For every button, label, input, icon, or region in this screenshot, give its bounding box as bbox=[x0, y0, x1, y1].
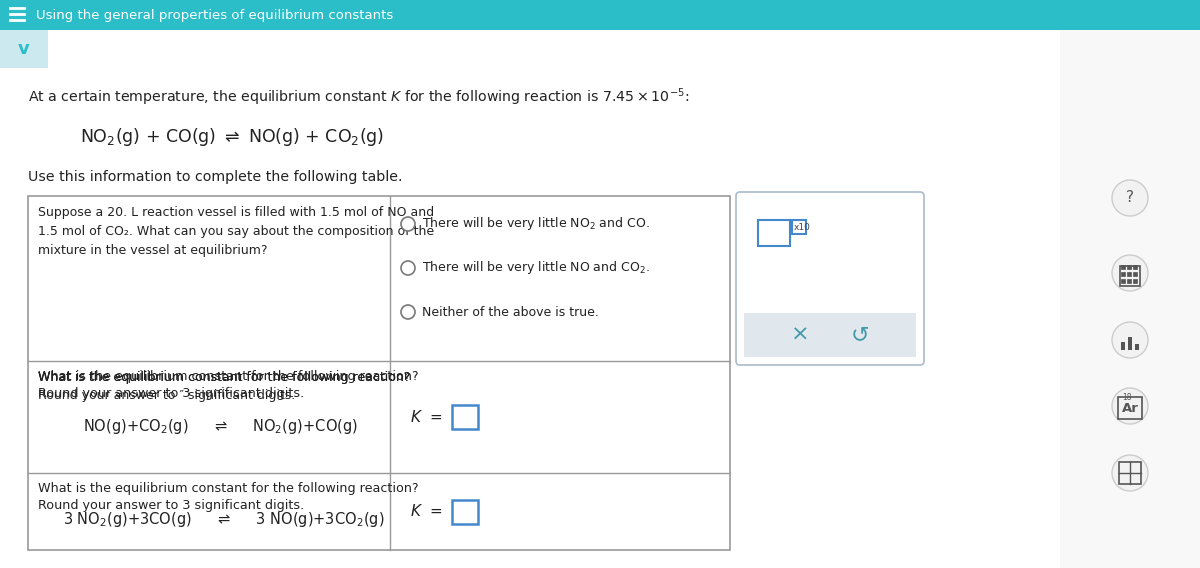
Bar bbox=[1121, 272, 1126, 276]
Text: Using the general properties of equilibrium constants: Using the general properties of equilibr… bbox=[36, 9, 394, 22]
Text: Neither of the above is true.: Neither of the above is true. bbox=[422, 306, 599, 319]
Circle shape bbox=[1112, 180, 1148, 216]
Circle shape bbox=[1112, 388, 1148, 424]
Bar bbox=[1121, 342, 1126, 350]
Text: What is the equilibrium constant for the following reaction?: What is the equilibrium constant for the… bbox=[38, 370, 419, 383]
Circle shape bbox=[401, 305, 415, 319]
Bar bbox=[1121, 279, 1126, 283]
Text: Use this information to complete the following table.: Use this information to complete the fol… bbox=[28, 170, 402, 184]
Bar bbox=[1127, 272, 1132, 276]
Bar bbox=[1118, 397, 1142, 419]
Circle shape bbox=[1112, 455, 1148, 491]
FancyBboxPatch shape bbox=[736, 192, 924, 365]
Bar bbox=[0, 30, 48, 68]
Text: What is the equilibrium constant for the following reaction?: What is the equilibrium constant for the… bbox=[38, 371, 410, 384]
Circle shape bbox=[401, 217, 415, 231]
Bar bbox=[744, 313, 916, 357]
Bar bbox=[1120, 462, 1141, 484]
Bar bbox=[1133, 265, 1138, 269]
Text: At a certain temperature, the equilibrium constant $K$ for the following reactio: At a certain temperature, the equilibriu… bbox=[28, 86, 689, 107]
Circle shape bbox=[401, 261, 415, 275]
Text: ?: ? bbox=[1126, 190, 1134, 206]
Text: Suppose a 20. L reaction vessel is filled with 1.5 mol of NO and
1.5 mol of CO₂.: Suppose a 20. L reaction vessel is fille… bbox=[38, 206, 434, 257]
Bar bbox=[452, 499, 478, 524]
Bar bbox=[1121, 265, 1126, 269]
Bar bbox=[28, 196, 730, 550]
Text: x10: x10 bbox=[794, 223, 811, 232]
Text: Round your answer to 3 significant digits.: Round your answer to 3 significant digit… bbox=[38, 499, 305, 512]
Text: ↺: ↺ bbox=[851, 325, 869, 345]
Bar bbox=[792, 220, 806, 234]
Text: NO(g)+CO$_2$(g)     $\rightleftharpoons$     NO$_2$(g)+CO(g): NO(g)+CO$_2$(g) $\rightleftharpoons$ NO$… bbox=[83, 417, 358, 436]
Text: NO$_2$(g) + CO(g) $\rightleftharpoons$ NO(g) + CO$_2$(g): NO$_2$(g) + CO(g) $\rightleftharpoons$ N… bbox=[80, 126, 384, 148]
Text: Round your answer to ″ significant digits.: Round your answer to ″ significant digit… bbox=[38, 389, 295, 402]
Bar bbox=[1133, 272, 1138, 276]
Bar bbox=[1127, 265, 1132, 269]
Text: ×: × bbox=[791, 325, 809, 345]
Bar bbox=[1133, 279, 1138, 283]
Text: v: v bbox=[18, 40, 30, 58]
Text: Round your answer to 3 significant digits.: Round your answer to 3 significant digit… bbox=[38, 387, 305, 400]
Text: 3 NO$_2$(g)+3CO(g)     $\rightleftharpoons$     3 NO(g)+3CO$_2$(g): 3 NO$_2$(g)+3CO(g) $\rightleftharpoons$ … bbox=[64, 510, 384, 529]
Text: There will be very little NO$_2$ and CO.: There will be very little NO$_2$ and CO. bbox=[422, 215, 649, 232]
Circle shape bbox=[1112, 255, 1148, 291]
Bar bbox=[452, 405, 478, 429]
Text: What is the equilibrium constant for the following reaction?: What is the equilibrium constant for the… bbox=[38, 371, 410, 384]
Text: $K$  =: $K$ = bbox=[410, 409, 443, 425]
Bar bbox=[758, 220, 790, 246]
Bar bbox=[1120, 266, 1140, 286]
Bar bbox=[0, 0, 1200, 30]
Bar bbox=[1127, 279, 1132, 283]
Bar bbox=[1135, 344, 1139, 350]
Text: 18: 18 bbox=[1122, 392, 1132, 402]
Bar bbox=[1128, 337, 1132, 350]
Text: There will be very little NO and CO$_2$.: There will be very little NO and CO$_2$. bbox=[422, 260, 649, 277]
Text: Ar: Ar bbox=[1122, 402, 1139, 415]
Bar bbox=[1060, 0, 1200, 568]
Text: What is the equilibrium constant for the following reaction?: What is the equilibrium constant for the… bbox=[38, 482, 419, 495]
Circle shape bbox=[1112, 322, 1148, 358]
Text: $K$  =: $K$ = bbox=[410, 503, 443, 520]
